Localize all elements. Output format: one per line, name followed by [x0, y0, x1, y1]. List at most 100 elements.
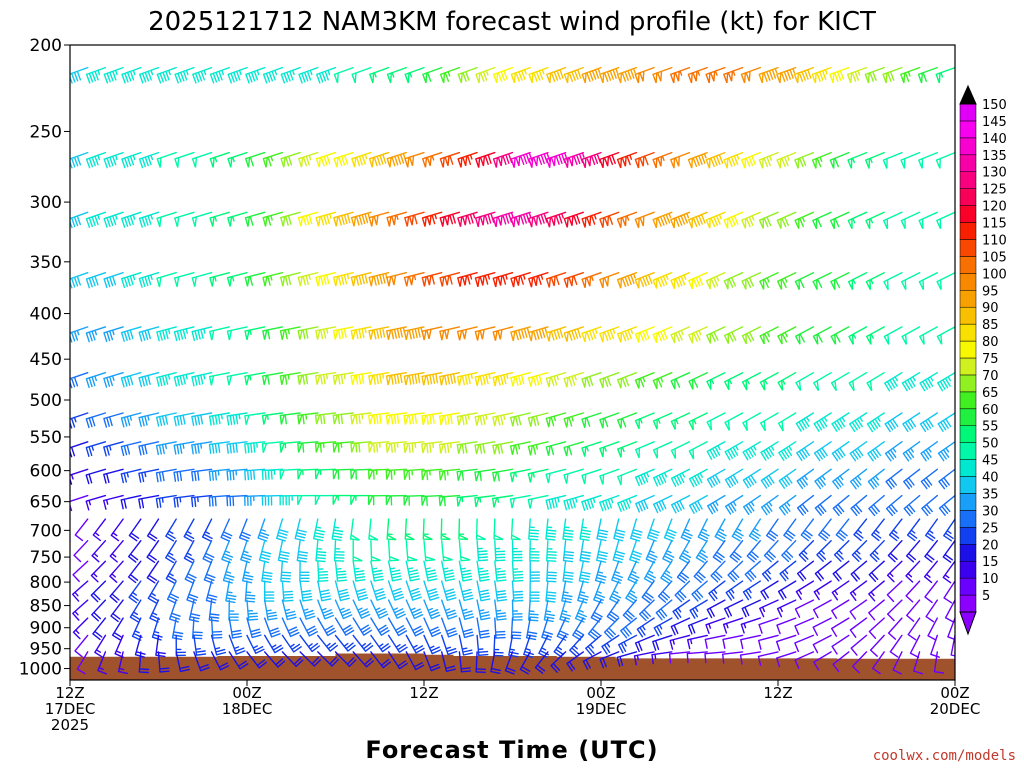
wind-barb: [175, 651, 190, 673]
wind-barb: [741, 211, 761, 229]
wind-barb: [925, 518, 938, 542]
wind-barb: [688, 468, 708, 488]
x-tick-label: 12Z: [763, 684, 792, 702]
wind-barb: [783, 518, 797, 542]
wind-barb: [811, 66, 832, 84]
wind-barb: [935, 151, 955, 169]
wind-barb: [297, 494, 319, 505]
wind-barb: [743, 494, 761, 515]
wind-barb: [456, 494, 478, 507]
wind-barb: [297, 326, 319, 340]
wind-barb: [867, 441, 885, 462]
wind-barb: [296, 540, 309, 563]
wind-barb: [368, 412, 390, 425]
wind-barb: [510, 151, 533, 168]
wind-barb: [368, 441, 390, 453]
wind-barb: [883, 326, 903, 345]
wind-barb: [812, 634, 832, 654]
wind-barb: [744, 560, 761, 582]
wind-barb: [662, 540, 675, 564]
wind-barb: [887, 540, 903, 563]
wind-barb: [652, 372, 673, 390]
wind-barb: [759, 272, 779, 290]
wind-barb: [386, 518, 397, 541]
wind-barb: [579, 540, 592, 563]
wind-barb: [731, 518, 744, 542]
wind-barb: [556, 617, 569, 641]
wind-barb: [510, 66, 531, 84]
wind-barb: [707, 494, 726, 515]
wind-barb: [927, 617, 938, 641]
wind-barb: [868, 617, 885, 639]
wind-barb: [924, 580, 938, 604]
wind-barb: [405, 634, 425, 654]
wind-barb: [191, 211, 213, 227]
wind-barb: [527, 468, 549, 483]
wind-barb: [800, 518, 815, 542]
wind-barb: [370, 580, 387, 601]
wind-barb: [563, 412, 584, 428]
wind-barb: [403, 412, 425, 425]
wind-barb: [191, 372, 213, 387]
wind-barb: [562, 518, 574, 541]
wind-barb: [725, 494, 744, 515]
wind-barb: [494, 540, 506, 562]
wind-barb: [903, 494, 921, 517]
wind-barb: [70, 412, 89, 429]
wind-barb: [918, 151, 938, 169]
wind-barb: [601, 634, 620, 655]
wind-barb: [138, 211, 160, 228]
wind-barb: [889, 634, 903, 658]
wind-barb: [386, 66, 407, 84]
wind-barb: [423, 634, 442, 655]
wind-barb: [697, 518, 710, 542]
wind-barb: [457, 66, 478, 84]
wind-barb: [208, 494, 230, 507]
wind-barb: [796, 468, 815, 489]
wind-barb: [849, 468, 868, 490]
wind-barb: [942, 540, 955, 563]
wind-barb: [367, 468, 390, 480]
wind-barb: [653, 494, 673, 514]
wind-barb: [553, 634, 567, 658]
wind-barb: [758, 66, 779, 84]
wind-barb: [883, 272, 903, 291]
colorbar-label: 70: [982, 369, 999, 384]
wind-barb: [884, 412, 903, 433]
wind-barb: [670, 66, 691, 84]
colorbar-swatch: [959, 154, 977, 172]
wind-barb: [813, 372, 832, 391]
wind-barb: [776, 599, 797, 618]
wind-barb: [85, 468, 107, 485]
wind-barb: [333, 151, 354, 168]
wind-barb: [279, 326, 301, 340]
colorbar-swatch: [959, 459, 977, 477]
wind-barb: [587, 617, 602, 641]
wind-barb: [758, 151, 779, 169]
wind-barb: [936, 211, 955, 229]
wind-barb: [387, 651, 408, 670]
wind-barb: [706, 468, 726, 488]
wind-barb: [405, 617, 425, 637]
wind-barb: [474, 441, 496, 455]
wind-barb: [865, 151, 885, 169]
wind-barb: [869, 634, 885, 657]
x-tick-label: 00Z: [586, 684, 615, 702]
wind-barb: [574, 599, 587, 623]
wind-barb: [871, 518, 885, 542]
colorbar-label: 55: [982, 420, 999, 435]
wind-barb: [76, 651, 89, 675]
wind-barb: [938, 468, 955, 490]
wind-barb: [562, 540, 575, 563]
wind-barb: [724, 441, 744, 461]
wind-barb: [421, 272, 443, 287]
wind-barb: [385, 412, 407, 425]
wind-barb: [687, 66, 708, 84]
wind-barb: [511, 540, 523, 562]
wind-barb: [812, 617, 832, 636]
wind-barb: [244, 211, 266, 227]
wind-barb: [668, 651, 691, 664]
wind-barb: [729, 540, 744, 563]
colorbar-label: 85: [982, 318, 999, 333]
wind-barb: [70, 211, 89, 229]
